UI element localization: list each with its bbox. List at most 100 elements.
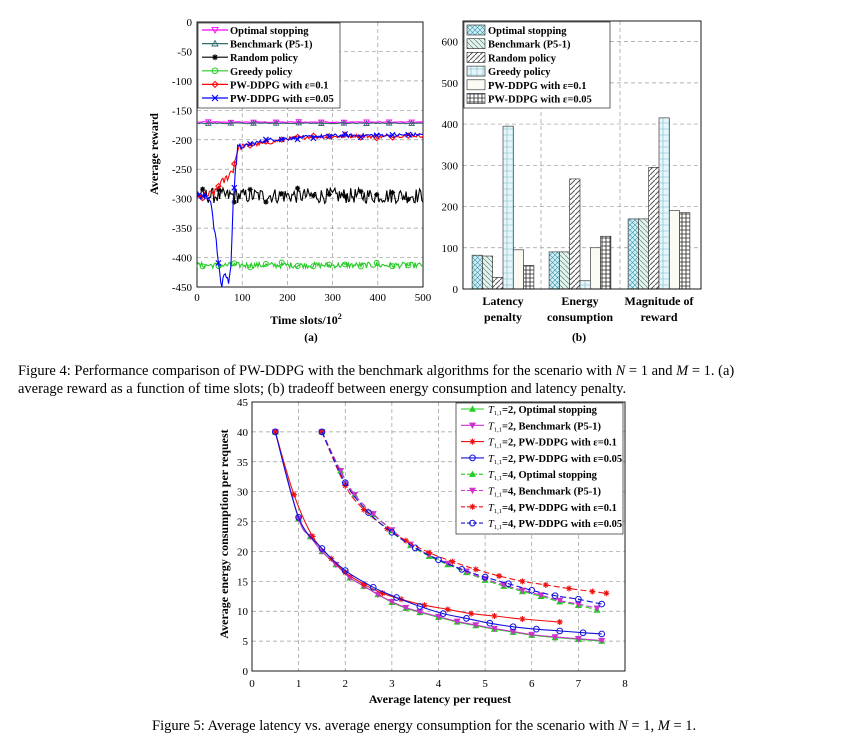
fig4a-series-marker: [342, 261, 348, 268]
fig5-ytick: 45: [237, 397, 249, 409]
fig5-series-marker: [435, 556, 442, 564]
fig4a-series-marker: [227, 119, 235, 126]
fig4a-xtick: 100: [234, 292, 251, 304]
fig4a-legend-label: PW-DDPG with ε=0.05: [230, 94, 334, 105]
fig4a-series-marker: [231, 199, 237, 205]
fig5-series-marker: [574, 636, 582, 643]
fig4a-series-marker: [374, 192, 380, 198]
fig4b-ytick: 400: [442, 119, 459, 131]
fig5-xtick: 0: [249, 678, 255, 690]
fig5-series-marker: [519, 578, 526, 585]
fig5-legend-marker: [468, 470, 477, 477]
fig4b-legend: Optimal stopping Benchmark (P5-1) Random p…: [463, 21, 611, 109]
fig5-series-marker: [434, 613, 443, 621]
fig5-xtick: 3: [389, 678, 395, 690]
fig5-ylabel: Average energy consumption per request: [217, 429, 231, 638]
fig4a-legend-label: PW-DDPG with ε=0.1: [230, 80, 328, 91]
fig5-series-marker: [593, 605, 601, 612]
fig5-legend-label: T1,1=4, PW-DDPG with ε=0.1: [488, 503, 617, 515]
fig4b-category-label: Magnitude of: [625, 294, 695, 308]
fig4a-legend-label: Optimal stopping: [230, 26, 309, 37]
fig5-series-marker: [365, 509, 372, 516]
fig4a-series-marker: [389, 189, 396, 196]
fig4b-bar: [600, 235, 612, 290]
fig5-xtick: 4: [436, 678, 442, 690]
fig4a-series-marker: [278, 136, 285, 143]
fig4b-legend-swatch: [466, 79, 486, 91]
fig5-series-marker: [468, 610, 475, 617]
fig4b-category-label: reward: [640, 310, 677, 324]
fig5-series-marker: [360, 506, 367, 513]
fig4a-series-marker: [357, 263, 364, 270]
fig5-series-marker: [528, 631, 536, 639]
fig4a-series-marker: [342, 193, 348, 199]
fig4a-series-marker: [408, 119, 416, 126]
fig5-ytick: 5: [243, 636, 249, 648]
fig5-series-marker: [453, 618, 461, 626]
fig5-series-marker: [556, 618, 563, 625]
fig4a-series-line: [196, 132, 424, 201]
fig5-series-marker: [603, 590, 610, 597]
fig5-series-marker: [411, 544, 419, 552]
fig5-legend: T1,1=2, Optimal stopping T1,1=2, Benchmar…: [455, 402, 624, 535]
fig4a-series-marker: [317, 119, 325, 126]
fig5-series-line: [321, 431, 598, 609]
fig5-series-marker: [528, 586, 536, 594]
fig5-xtick: 6: [529, 678, 535, 690]
fig4a-legend-marker: [211, 94, 219, 102]
fig4b-sublabel: (b): [572, 332, 586, 344]
fig4a-ytick: -200: [172, 135, 193, 147]
fig4b-legend-label: PW-DDPG with ε=0.1: [488, 81, 586, 92]
fig4a-series-marker: [279, 191, 285, 197]
fig5-series-marker: [309, 533, 316, 540]
fig4a-series-marker: [262, 136, 269, 143]
fig5-series-marker: [351, 491, 359, 499]
fig4a-ytick: 0: [187, 17, 193, 29]
fig5-ytick: 15: [237, 576, 249, 588]
fig5-series-marker: [575, 595, 582, 603]
fig4a-series-marker: [294, 263, 301, 269]
fig5-legend-label: T1,1=2, Benchmark (P5-1): [488, 421, 601, 433]
fig4a-legend-marker: [211, 27, 219, 34]
fig4a-ytick: -50: [177, 46, 192, 58]
fig4b-category-label: Latency: [482, 294, 523, 308]
fig4a-series-marker: [373, 259, 380, 266]
fig4a-series-marker: [199, 263, 206, 270]
fig5-legend-label: T1,1=4, Benchmark (P5-1): [488, 487, 601, 499]
fig5-series-marker: [341, 567, 349, 574]
fig5-xtick: 2: [343, 678, 349, 690]
fig4a-series-marker: [389, 263, 396, 270]
fig4b-bar: [471, 254, 483, 290]
fig5-xtick: 1: [296, 678, 302, 690]
fig4a-series-marker: [310, 193, 316, 199]
fig4a-series-marker: [326, 261, 333, 268]
fig4b-legend-label: Random policy: [488, 53, 557, 64]
fig5-legend-label: T1,1=4, PW-DDPG with ε=0.05: [488, 519, 622, 531]
fig4b-bar: [548, 251, 560, 290]
fig4a-series-marker: [294, 136, 301, 143]
fig5-ytick: 35: [237, 457, 249, 469]
fig4a-ytick: -100: [172, 76, 193, 88]
fig5-series-marker: [472, 622, 480, 629]
fig5-series-marker: [598, 600, 606, 608]
fig5-series-marker: [388, 598, 396, 606]
fig5-series-marker: [519, 615, 526, 622]
fig5-series-marker: [551, 592, 559, 600]
fig4a-legend: Optimal stopping Benchmark (P5-1) Random p…: [197, 22, 341, 109]
fig4a-series-marker: [215, 259, 222, 266]
fig4a-sublabel: (a): [304, 332, 318, 344]
fig5-series-marker: [566, 585, 573, 592]
fig5-series-marker: [379, 590, 386, 597]
fig5-legend-marker: [468, 422, 477, 429]
fig4a-series-line: [196, 122, 424, 125]
fig4a-xtick: 200: [279, 292, 296, 304]
fig5-series-marker: [518, 587, 526, 594]
fig4b-legend-swatch: [466, 24, 486, 36]
fig5-series-marker: [509, 623, 517, 631]
fig4b-category-label: penalty: [484, 310, 522, 324]
fig4a-chart: 0 100 200 300 400 500 0 -50 -100 -150 -200 -250 -300…: [147, 17, 432, 344]
fig4b-legend-label: Optimal stopping: [488, 26, 567, 37]
fig5-series-marker: [374, 591, 382, 599]
fig4a-series-marker: [247, 140, 254, 147]
fig5-xtick: 7: [576, 678, 582, 690]
